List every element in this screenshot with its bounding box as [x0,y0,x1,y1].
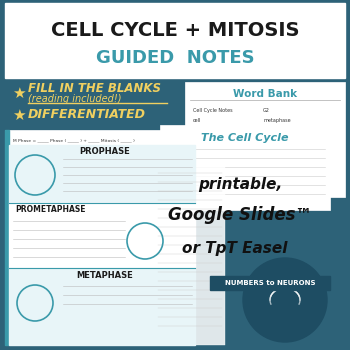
Text: M Phase = _____ Phase ( _____ ) + _____ Mitosis ( _____ ): M Phase = _____ Phase ( _____ ) + _____ … [13,138,135,142]
Bar [210,276,330,290]
Bar [5,3,345,78]
Text: ★: ★ [12,107,26,122]
Text: G2: G2 [263,108,270,113]
Bar [0,0,350,120]
Text: Function: Function [193,138,214,143]
Text: info: info [193,128,202,133]
Bar [155,165,225,345]
Bar [160,125,330,210]
Bar [5,130,9,345]
Bar [9,268,195,345]
Text: METAPHASE: METAPHASE [77,271,133,280]
Text: NUMBERS to NEURONS: NUMBERS to NEURONS [225,280,315,286]
Bar [9,203,195,268]
Bar [5,130,195,345]
Text: ★: ★ [12,85,26,100]
Text: FILL IN THE BLANKS: FILL IN THE BLANKS [28,82,161,95]
Text: DIFFERENTIATED: DIFFERENTIATED [28,108,146,121]
Text: printable,: printable, [198,177,282,192]
Text: The Cell Cycle: The Cell Cycle [201,133,289,143]
Text: (reading included!): (reading included!) [28,94,121,104]
Text: Cell Cycle Notes: Cell Cycle Notes [193,108,233,113]
Circle shape [243,258,327,342]
Text: Google Slides™: Google Slides™ [168,206,312,224]
Text: M-phase: M-phase [263,128,284,133]
Bar [185,82,345,197]
Text: cell: cell [193,118,201,123]
Text: CELL CYCLE + MITOSIS: CELL CYCLE + MITOSIS [51,21,299,40]
Text: Word Bank: Word Bank [233,89,297,99]
Bar [9,145,195,203]
Text: GUIDED  NOTES: GUIDED NOTES [96,49,254,67]
Text: PROMETAPHASE: PROMETAPHASE [15,205,85,215]
Text: ANSWER KEY: ANSWER KEY [237,146,293,154]
Text: metaphase: metaphase [263,118,290,123]
Text: or TpT Easel: or TpT Easel [182,240,288,256]
Text: PROPHASE: PROPHASE [80,147,130,156]
